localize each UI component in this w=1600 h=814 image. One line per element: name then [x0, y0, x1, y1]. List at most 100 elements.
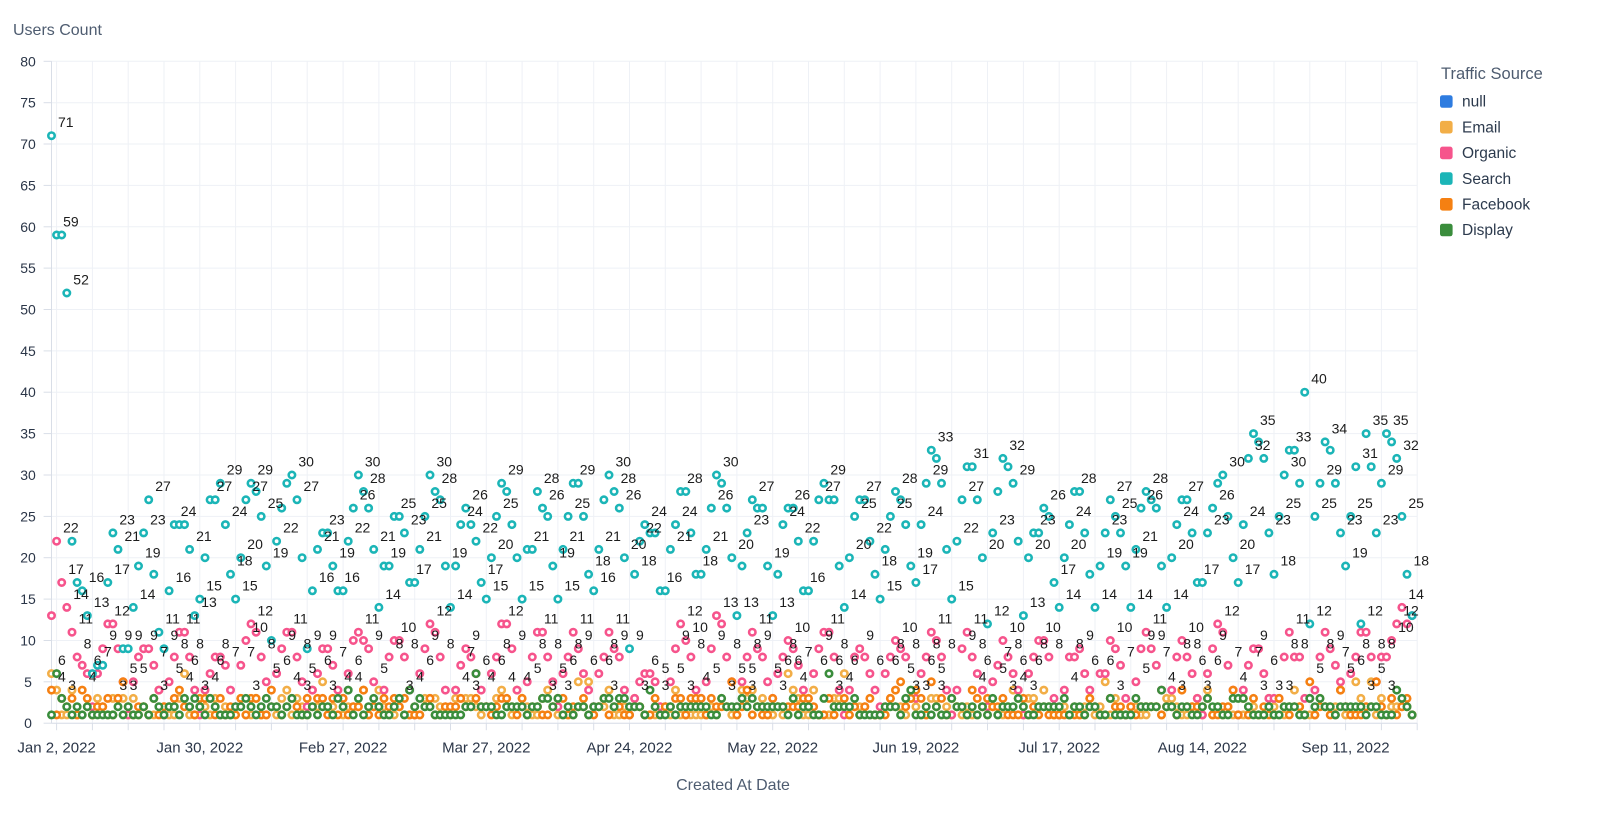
svg-text:14: 14 — [1408, 586, 1424, 602]
svg-text:12: 12 — [1224, 602, 1240, 618]
svg-text:5: 5 — [1316, 660, 1324, 676]
svg-text:12: 12 — [258, 602, 274, 618]
svg-text:9: 9 — [518, 627, 526, 643]
svg-text:5: 5 — [130, 660, 138, 676]
svg-text:3: 3 — [749, 677, 757, 693]
svg-text:18: 18 — [882, 553, 898, 569]
svg-text:6: 6 — [820, 652, 828, 668]
svg-text:16: 16 — [600, 569, 616, 585]
svg-text:5: 5 — [24, 674, 32, 690]
svg-text:3: 3 — [252, 677, 260, 693]
svg-text:9: 9 — [472, 627, 480, 643]
svg-text:8: 8 — [304, 635, 312, 651]
svg-text:22: 22 — [63, 520, 79, 536]
svg-text:20: 20 — [1240, 536, 1256, 552]
svg-text:11: 11 — [616, 611, 631, 627]
svg-text:9: 9 — [969, 627, 977, 643]
svg-text:3: 3 — [779, 677, 787, 693]
svg-text:13: 13 — [723, 594, 739, 610]
svg-text:21: 21 — [534, 528, 550, 544]
svg-text:9: 9 — [1086, 627, 1094, 643]
svg-text:16: 16 — [319, 569, 335, 585]
svg-text:8: 8 — [268, 635, 276, 651]
svg-text:4: 4 — [1020, 669, 1028, 685]
svg-text:27: 27 — [969, 478, 985, 494]
svg-text:21: 21 — [196, 528, 212, 544]
svg-text:14: 14 — [1173, 586, 1189, 602]
svg-text:3: 3 — [1367, 677, 1375, 693]
svg-text:25: 25 — [1408, 495, 1424, 511]
svg-text:Users Count: Users Count — [13, 22, 102, 39]
svg-text:22: 22 — [483, 520, 499, 536]
svg-text:19: 19 — [1107, 544, 1123, 560]
svg-text:25: 25 — [1357, 495, 1373, 511]
svg-text:3: 3 — [641, 677, 649, 693]
svg-text:8: 8 — [196, 635, 204, 651]
svg-text:18: 18 — [237, 553, 253, 569]
svg-text:20: 20 — [498, 536, 514, 552]
svg-text:9: 9 — [329, 627, 337, 643]
svg-text:8: 8 — [610, 635, 618, 651]
svg-text:4: 4 — [979, 669, 987, 685]
svg-text:29: 29 — [1020, 462, 1036, 478]
svg-text:6: 6 — [1199, 652, 1207, 668]
svg-text:7: 7 — [339, 644, 347, 660]
svg-text:14: 14 — [1137, 586, 1153, 602]
svg-text:7: 7 — [232, 644, 240, 660]
svg-text:Traffic Source: Traffic Source — [1441, 65, 1543, 83]
svg-text:3: 3 — [119, 677, 127, 693]
svg-text:12: 12 — [1367, 602, 1383, 618]
svg-text:27: 27 — [155, 478, 171, 494]
svg-text:34: 34 — [1332, 420, 1348, 436]
svg-text:19: 19 — [273, 544, 289, 560]
svg-text:18: 18 — [1414, 553, 1430, 569]
svg-text:9: 9 — [1148, 627, 1156, 643]
svg-text:12: 12 — [1403, 602, 1419, 618]
svg-text:9: 9 — [825, 627, 833, 643]
svg-text:19: 19 — [917, 544, 933, 560]
svg-text:4: 4 — [488, 669, 496, 685]
svg-text:3: 3 — [201, 677, 209, 693]
svg-text:29: 29 — [933, 462, 949, 478]
svg-text:24: 24 — [1183, 503, 1199, 519]
svg-text:25: 25 — [1321, 495, 1337, 511]
svg-text:6: 6 — [1035, 652, 1043, 668]
svg-text:17: 17 — [68, 561, 84, 577]
svg-text:32: 32 — [1403, 437, 1419, 453]
svg-text:52: 52 — [73, 271, 89, 287]
svg-text:28: 28 — [621, 470, 637, 486]
svg-text:32: 32 — [1009, 437, 1025, 453]
svg-text:5: 5 — [309, 660, 317, 676]
svg-text:17: 17 — [1245, 561, 1261, 577]
svg-text:10: 10 — [692, 619, 708, 635]
svg-text:5: 5 — [1347, 660, 1355, 676]
svg-text:19: 19 — [145, 544, 161, 560]
svg-text:35: 35 — [1260, 412, 1276, 428]
svg-text:4: 4 — [58, 669, 66, 685]
svg-text:25: 25 — [401, 495, 417, 511]
svg-text:28: 28 — [902, 470, 918, 486]
svg-text:20: 20 — [989, 536, 1005, 552]
svg-text:27: 27 — [1117, 478, 1133, 494]
svg-text:24: 24 — [651, 503, 667, 519]
svg-text:25: 25 — [1122, 495, 1138, 511]
svg-text:23: 23 — [999, 511, 1015, 527]
svg-text:8: 8 — [789, 635, 797, 651]
svg-text:3: 3 — [329, 677, 337, 693]
svg-text:6: 6 — [570, 652, 578, 668]
svg-text:3: 3 — [922, 677, 930, 693]
svg-text:24: 24 — [1250, 503, 1266, 519]
svg-text:10: 10 — [795, 619, 811, 635]
svg-text:70: 70 — [20, 136, 36, 152]
svg-text:8: 8 — [396, 635, 404, 651]
svg-text:8: 8 — [411, 635, 419, 651]
svg-text:6: 6 — [784, 652, 792, 668]
svg-text:29: 29 — [227, 462, 243, 478]
svg-text:12: 12 — [437, 602, 453, 618]
svg-text:4: 4 — [1240, 669, 1248, 685]
svg-text:11: 11 — [79, 611, 94, 627]
svg-text:27: 27 — [252, 478, 268, 494]
svg-text:8: 8 — [948, 635, 956, 651]
svg-text:10: 10 — [902, 619, 918, 635]
svg-text:10: 10 — [1117, 619, 1133, 635]
